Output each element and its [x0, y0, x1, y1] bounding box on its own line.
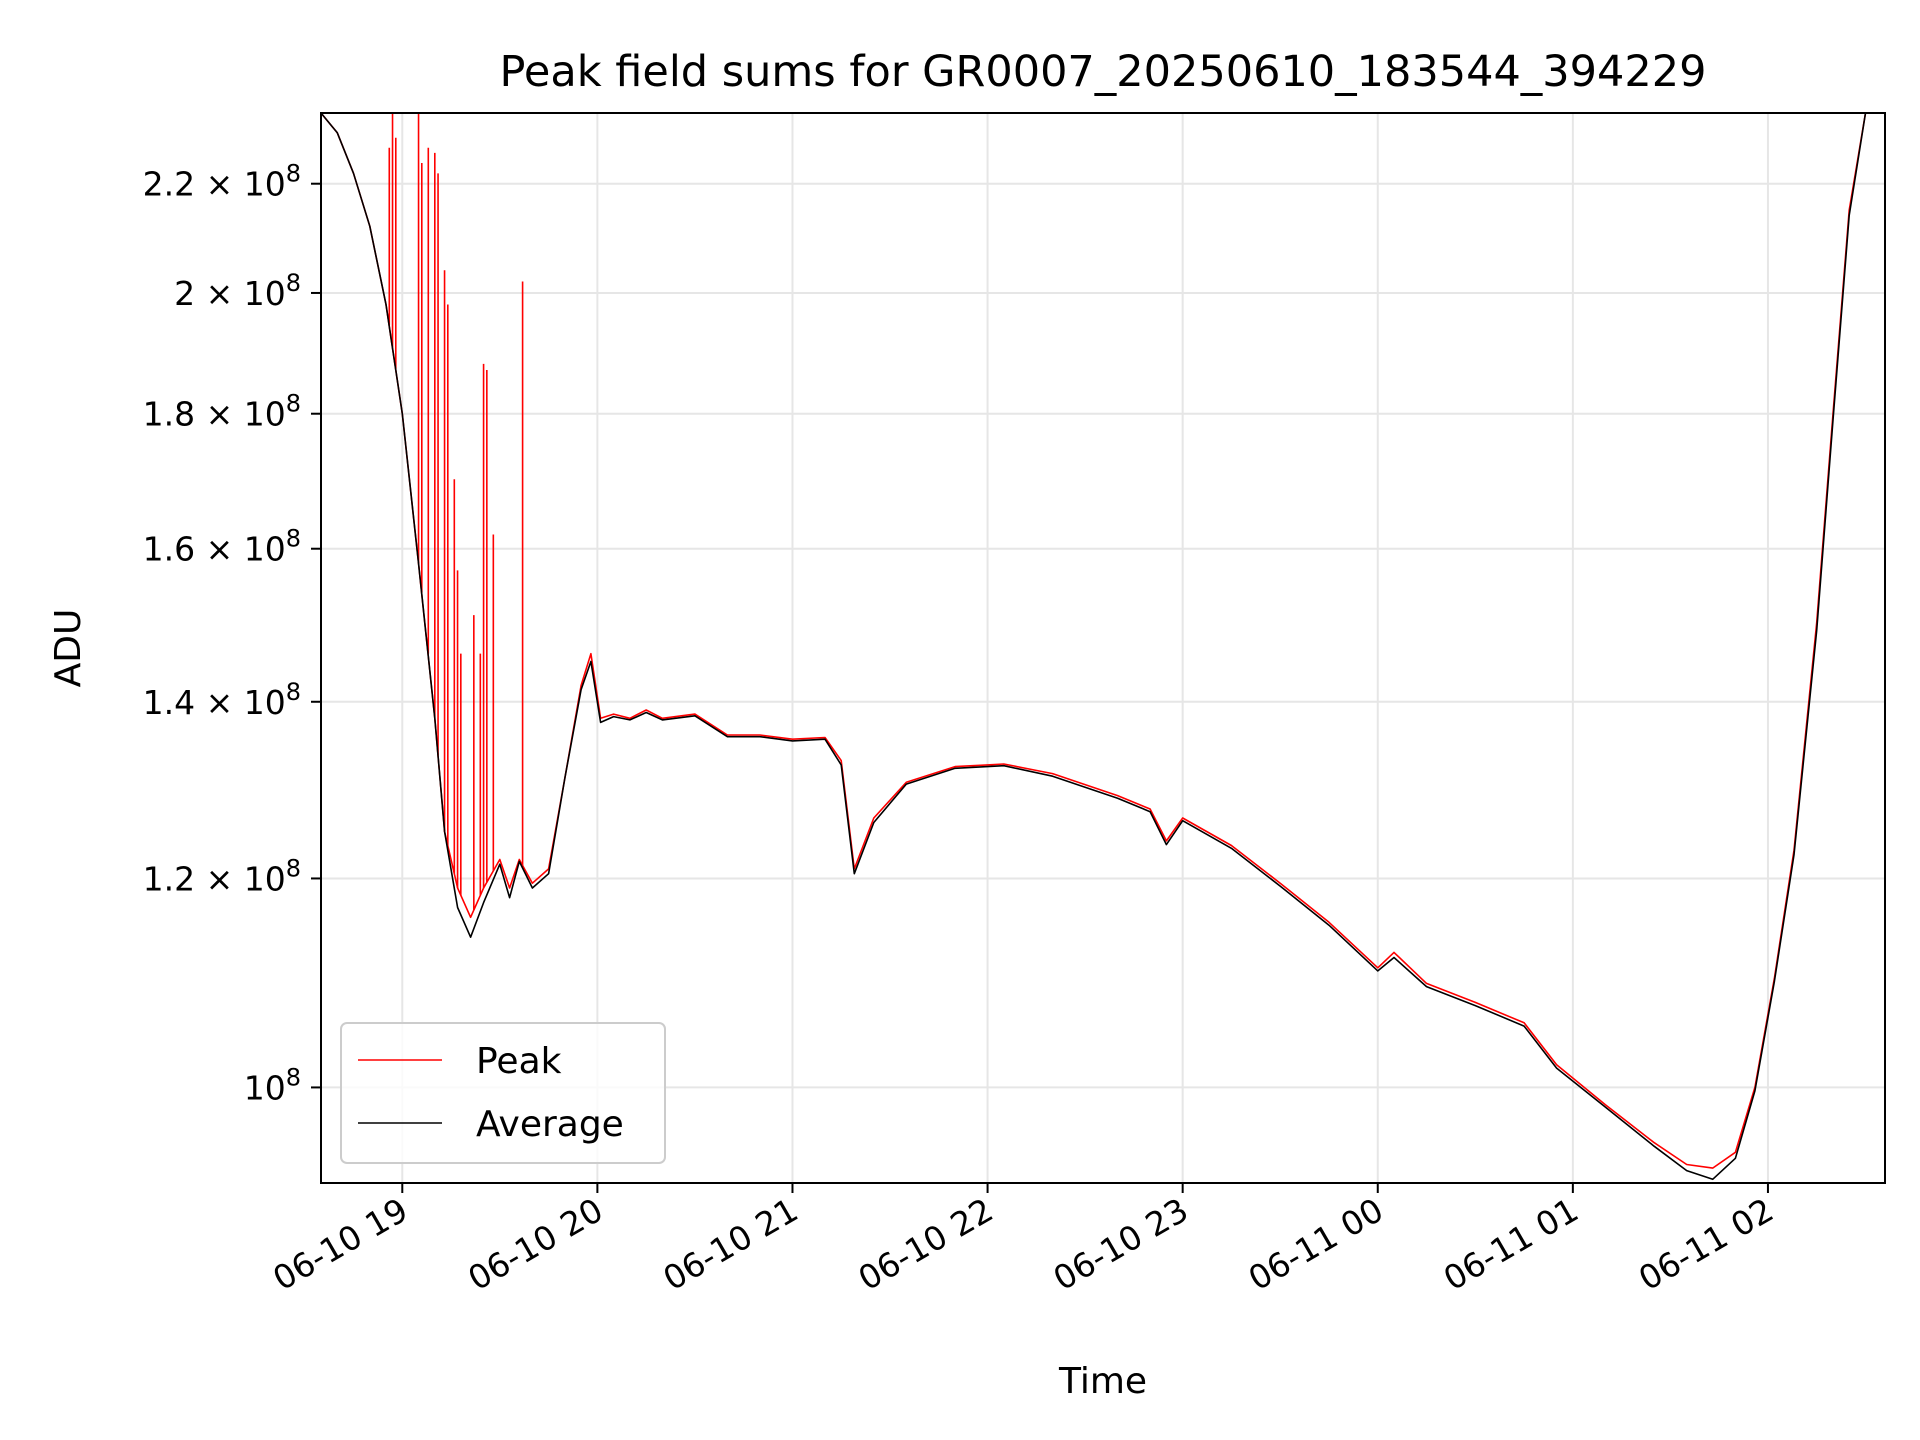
- y-tick-exponent: 8: [286, 854, 301, 882]
- y-tick-label: 1.6 × 108: [143, 525, 301, 569]
- y-tick-base: 2.2 × 10: [143, 165, 286, 204]
- x-axis-title: Time: [1058, 1361, 1147, 1402]
- y-tick-exponent: 8: [286, 525, 301, 553]
- chart-title: Peak field sums for GR0007_20250610_1835…: [500, 47, 1707, 97]
- series-line-average: [321, 113, 1885, 1181]
- plot-series: [321, 113, 1885, 1181]
- gridlines: [321, 113, 1885, 1183]
- plot-frame: [320, 112, 1886, 1184]
- legend-label-average: Average: [476, 1104, 624, 1145]
- y-tick-exponent: 8: [286, 678, 301, 706]
- y-tick-exponent: 8: [286, 269, 301, 297]
- y-tick-exponent: 8: [286, 160, 301, 188]
- series-line-peak: [321, 113, 1885, 1169]
- y-tick-base: 2 × 10: [174, 274, 286, 313]
- legend: Peak Average: [340, 1022, 666, 1164]
- y-tick-label: 1.4 × 108: [143, 678, 301, 722]
- y-tick-label: 1.8 × 108: [143, 390, 301, 434]
- y-tick-label: 2 × 108: [174, 269, 301, 313]
- legend-box: [340, 1022, 666, 1164]
- y-tick-exponent: 8: [286, 390, 301, 418]
- legend-label-peak: Peak: [476, 1041, 562, 1082]
- y-tick-label: 2.2 × 108: [143, 160, 301, 204]
- y-tick-label: 1.2 × 108: [143, 854, 301, 898]
- y-tick-label: 108: [244, 1063, 301, 1107]
- y-tick-exponent: 8: [286, 1063, 301, 1091]
- y-tick-base: 1.2 × 10: [143, 859, 286, 898]
- y-tick-base: 1.4 × 10: [143, 683, 286, 722]
- y-tick-base: 1.8 × 10: [143, 395, 286, 434]
- y-tick-base: 1.6 × 10: [143, 530, 286, 569]
- y-axis-title: ADU: [48, 609, 89, 688]
- y-tick-base: 10: [244, 1068, 286, 1107]
